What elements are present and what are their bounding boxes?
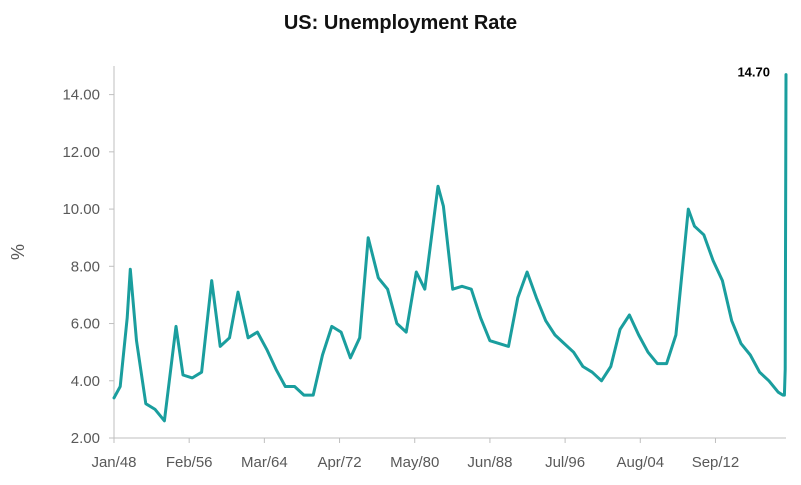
y-axis-title: % xyxy=(8,244,28,260)
y-tick-label: 8.00 xyxy=(71,258,100,275)
x-tick-label: Apr/72 xyxy=(317,454,361,471)
y-tick-labels: 2.00 4.00 6.00 8.00 10.00 12.00 14.00 xyxy=(62,87,114,447)
x-tick-label: Feb/56 xyxy=(166,454,213,471)
chart-title: US: Unemployment Rate xyxy=(283,12,518,34)
x-tick-label: Jun/88 xyxy=(467,454,512,471)
y-tick-label: 14.00 xyxy=(62,87,100,104)
series-line xyxy=(112,73,788,423)
y-tick-label: 12.00 xyxy=(62,144,100,161)
y-tick-label: 6.00 xyxy=(71,316,100,333)
y-tick-label: 10.00 xyxy=(62,201,100,218)
x-tick-labels: Jan/48 Feb/56 Mar/64 Apr/72 May/80 Jun/88 Jul/… xyxy=(91,438,739,471)
chart-axes xyxy=(113,66,786,439)
x-tick-label: Sep/12 xyxy=(692,454,740,471)
y-tick-label: 2.00 xyxy=(71,430,100,447)
x-tick-label: Aug/04 xyxy=(617,454,665,471)
x-tick-label: Jan/48 xyxy=(91,454,136,471)
data-label-14-70: 14.70 xyxy=(737,65,770,80)
x-tick-label: Jul/96 xyxy=(545,454,585,471)
y-tick-label: 4.00 xyxy=(71,373,100,390)
x-tick-label: Mar/64 xyxy=(241,454,288,471)
x-tick-label: May/80 xyxy=(390,454,439,471)
